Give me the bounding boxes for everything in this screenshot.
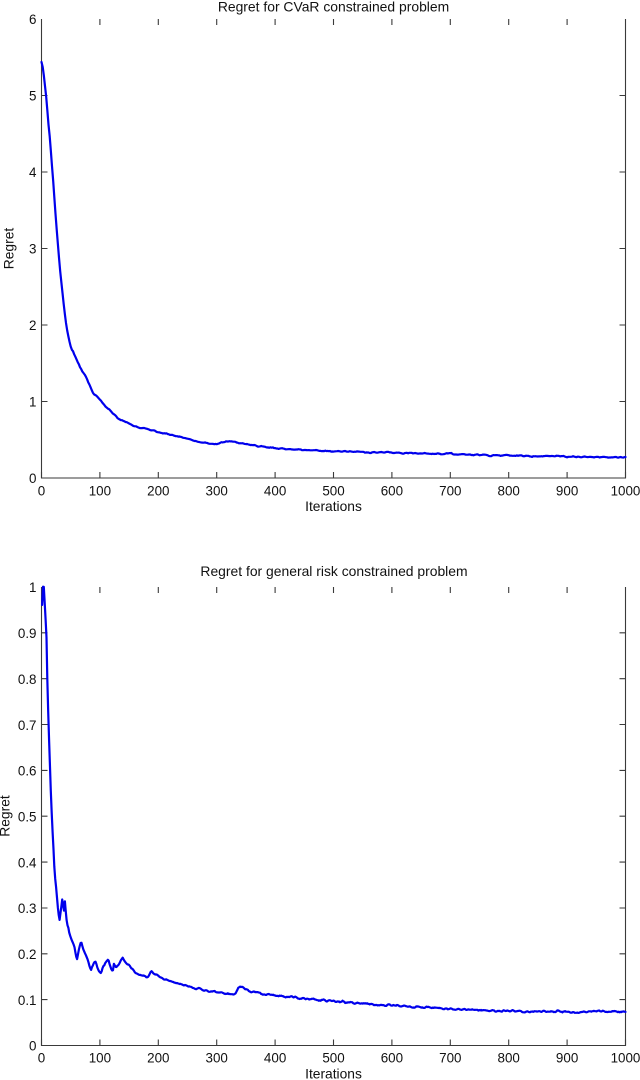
svg-text:2: 2 — [29, 318, 36, 333]
svg-text:Regret: Regret — [2, 228, 17, 270]
svg-text:1000: 1000 — [611, 484, 640, 499]
svg-text:0.9: 0.9 — [18, 626, 37, 641]
svg-text:300: 300 — [206, 484, 228, 499]
svg-text:0: 0 — [29, 471, 36, 486]
svg-text:Regret for CVaR constrained pr: Regret for CVaR constrained problem — [218, 0, 449, 15]
svg-text:0.3: 0.3 — [18, 901, 37, 916]
svg-text:500: 500 — [322, 484, 344, 499]
svg-text:1: 1 — [29, 580, 36, 595]
svg-text:0.7: 0.7 — [18, 718, 37, 733]
svg-text:6: 6 — [29, 12, 36, 27]
svg-text:5: 5 — [29, 89, 36, 104]
svg-text:800: 800 — [498, 484, 520, 499]
svg-text:300: 300 — [206, 1051, 228, 1066]
svg-text:Iterations: Iterations — [305, 1067, 362, 1080]
svg-text:700: 700 — [439, 1051, 461, 1066]
svg-text:0.4: 0.4 — [18, 855, 37, 870]
svg-text:0.1: 0.1 — [18, 993, 37, 1008]
svg-text:400: 400 — [264, 1051, 286, 1066]
svg-text:900: 900 — [556, 484, 578, 499]
svg-text:900: 900 — [556, 1051, 578, 1066]
svg-text:3: 3 — [29, 242, 36, 257]
svg-text:0: 0 — [38, 1051, 45, 1066]
svg-text:0.8: 0.8 — [18, 672, 37, 687]
svg-text:600: 600 — [381, 484, 403, 499]
svg-text:800: 800 — [498, 1051, 520, 1066]
svg-text:0.5: 0.5 — [18, 809, 37, 824]
svg-text:0: 0 — [38, 484, 45, 499]
svg-text:200: 200 — [147, 1051, 169, 1066]
svg-text:600: 600 — [381, 1051, 403, 1066]
svg-text:Iterations: Iterations — [305, 499, 362, 514]
svg-text:Regret: Regret — [0, 795, 13, 837]
svg-text:0.6: 0.6 — [18, 764, 37, 779]
svg-text:Regret for general risk constr: Regret for general risk constrained prob… — [200, 563, 467, 579]
svg-text:400: 400 — [264, 484, 286, 499]
svg-text:1: 1 — [29, 395, 36, 410]
svg-text:4: 4 — [29, 165, 37, 180]
svg-text:0.2: 0.2 — [18, 947, 37, 962]
svg-text:500: 500 — [322, 1051, 344, 1066]
svg-text:100: 100 — [89, 1051, 111, 1066]
svg-text:1000: 1000 — [611, 1051, 640, 1066]
svg-text:0: 0 — [29, 1039, 36, 1054]
svg-text:700: 700 — [439, 484, 461, 499]
svg-text:200: 200 — [147, 484, 169, 499]
svg-text:100: 100 — [89, 484, 111, 499]
